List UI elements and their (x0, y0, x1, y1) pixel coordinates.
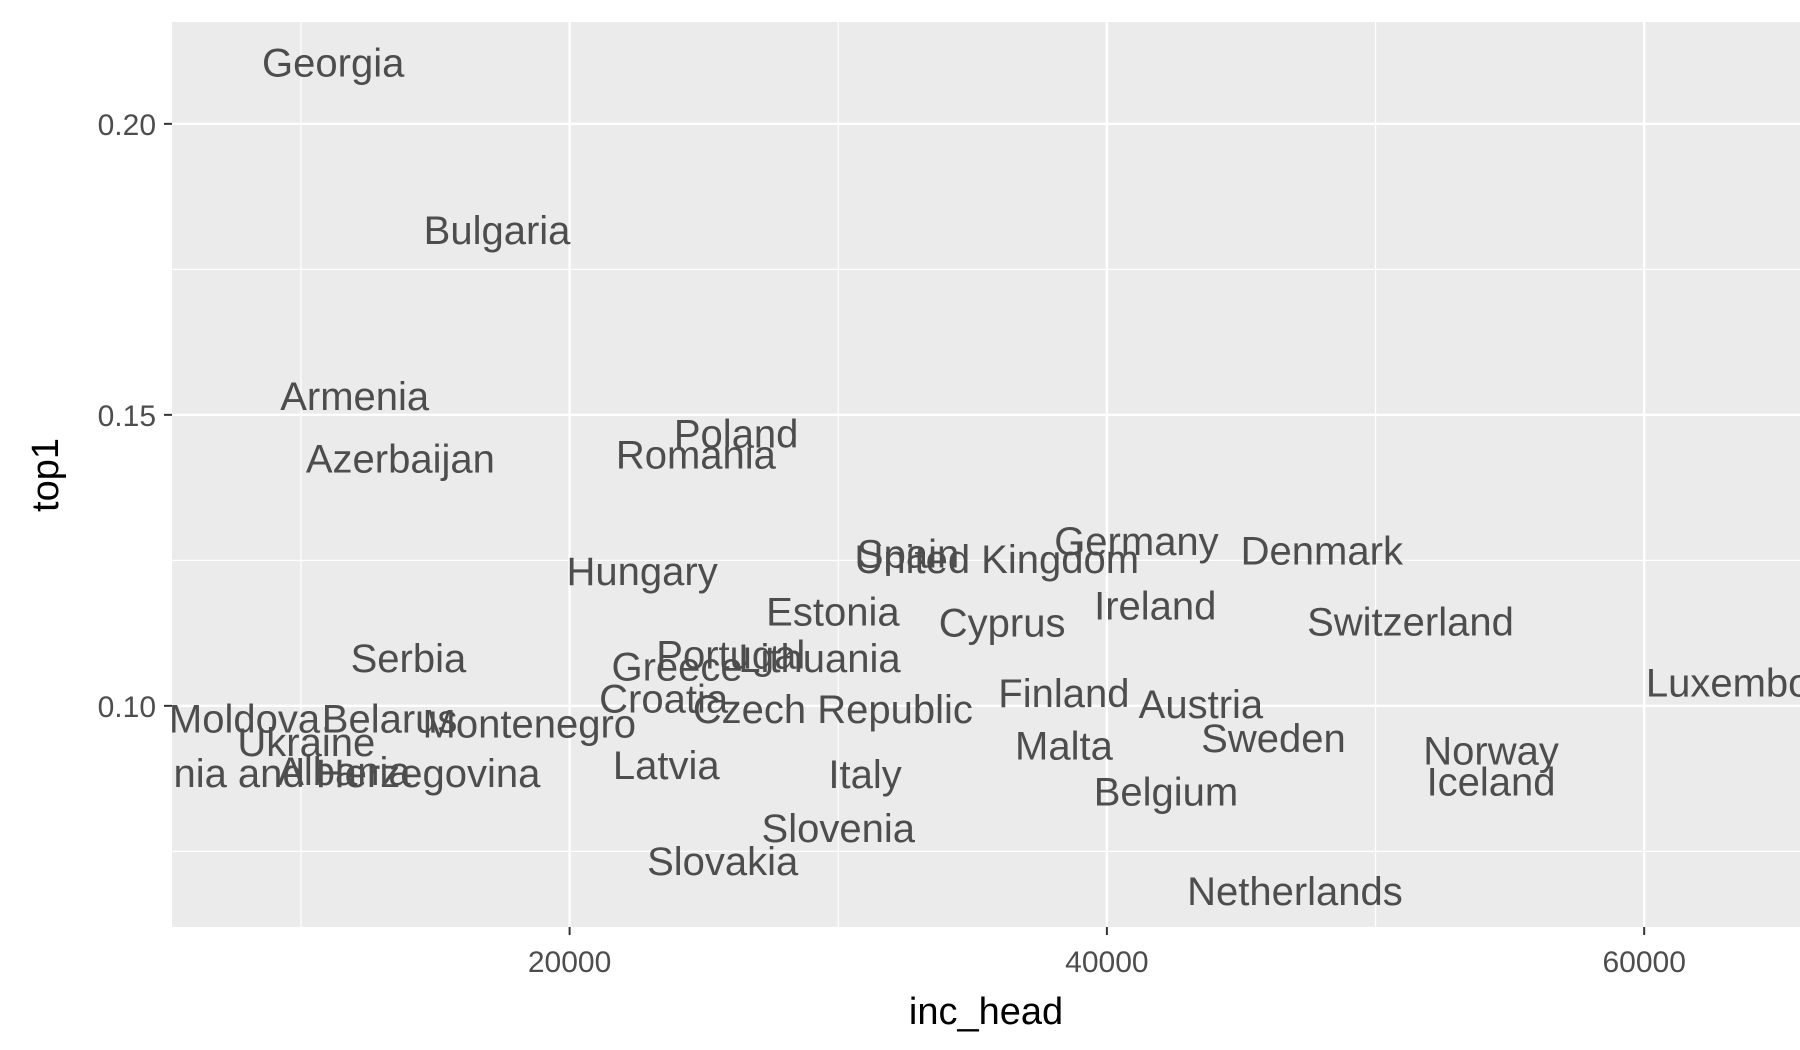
minor-gridlines (172, 22, 1800, 927)
point-label-bosnia-and-herzegovina: Bosnia and Herzegovina (105, 752, 542, 796)
point-label-malta: Malta (1015, 724, 1114, 768)
point-label-serbia: Serbia (351, 637, 467, 681)
point-label-czech-republic: Czech Republic (693, 688, 973, 732)
major-gridlines (172, 22, 1800, 927)
point-label-austria: Austria (1139, 683, 1264, 727)
point-label-armenia: Armenia (280, 375, 430, 419)
point-label-iceland: Iceland (1427, 761, 1556, 805)
point-label-slovakia: Slovakia (647, 840, 799, 884)
point-label-hungary: Hungary (567, 550, 718, 594)
x-tick-label: 60000 (1602, 946, 1685, 979)
point-label-ukraine: Ukraine (237, 721, 375, 765)
x-tick-label: 40000 (1065, 946, 1148, 979)
point-label-portugal: Portugal (656, 634, 805, 678)
y-axis-title: top1 (25, 438, 67, 512)
point-label-poland: Poland (674, 412, 799, 456)
point-label-netherlands: Netherlands (1187, 870, 1403, 914)
point-label-lithuania: Lithuania (738, 637, 901, 681)
point-label-montenegro: Montenegro (423, 702, 636, 746)
point-label-moldova: Moldova (169, 698, 321, 742)
point-label-greece: Greece (611, 645, 742, 689)
x-axis: 20000 40000 60000 (528, 927, 1686, 979)
point-label-switzerland: Switzerland (1307, 600, 1514, 644)
y-tick-label: 0.15 (98, 400, 156, 433)
point-label-ireland: Ireland (1094, 585, 1216, 629)
point-label-germany: Germany (1054, 520, 1219, 564)
point-label-italy: Italy (828, 753, 901, 797)
y-tick-label: 0.20 (98, 109, 156, 142)
point-label-spain: Spain (857, 532, 959, 576)
point-labels: Georgia Bulgaria Armenia Azerbaijan PolandRo… (105, 42, 1800, 914)
point-label-estonia: Estonia (766, 591, 900, 635)
x-tick-label: 20000 (528, 946, 611, 979)
point-label-romania: Romania (616, 433, 777, 477)
point-label-belarus: Belarus (322, 698, 458, 742)
x-axis-title: inc_head (909, 991, 1063, 1033)
point-label-georgia: Georgia (262, 42, 405, 86)
plot-panel (172, 22, 1800, 927)
y-tick-label: 0.10 (98, 691, 156, 724)
point-label-latvia: Latvia (613, 744, 720, 788)
point-label-slovenia: Slovenia (762, 807, 916, 851)
point-label-luxembourg: Luxembourg (1646, 662, 1800, 706)
point-label-cyprus: Cyprus (939, 602, 1066, 646)
point-label-finland: Finland (998, 672, 1129, 716)
point-label-norway: Norway (1423, 730, 1559, 774)
point-label-azerbaijan: Azerbaijan (306, 437, 495, 481)
point-label-sweden: Sweden (1201, 717, 1346, 761)
point-label-bulgaria: Bulgaria (424, 209, 572, 253)
y-axis: 0.10 0.15 0.20 (98, 109, 172, 724)
point-label-denmark: Denmark (1241, 529, 1404, 573)
point-label-croatia: Croatia (599, 677, 729, 721)
point-label-belgium: Belgium (1094, 770, 1239, 814)
point-label-united-kingdom: United Kingdom (854, 538, 1139, 582)
point-label-albania: Albania (277, 750, 411, 794)
